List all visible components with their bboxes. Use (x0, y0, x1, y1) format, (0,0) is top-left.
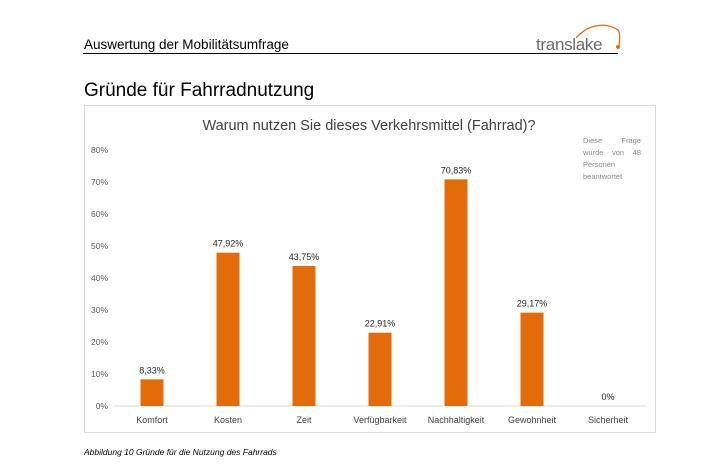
figure-caption: Abbildung 10 Gründe für die Nutzung des … (84, 447, 277, 457)
y-tick-label: 0% (96, 401, 109, 411)
data-label: 47,92% (213, 239, 244, 249)
bar (140, 379, 164, 406)
category-label: Verfügbarkeit (353, 415, 407, 425)
data-label: 22,91% (365, 319, 396, 329)
category-label: Zeit (296, 415, 312, 425)
header-rule (83, 53, 618, 54)
chart-frame (84, 105, 656, 433)
data-label: 0% (601, 392, 614, 402)
category-label: Nachhaltigkeit (428, 415, 485, 425)
category-label: Kosten (214, 415, 242, 425)
y-tick-label: 50% (91, 241, 108, 251)
category-label: Komfort (136, 415, 168, 425)
data-label: 8,33% (139, 365, 165, 375)
respondent-note: Diese Frage wurde von 48 Personen beantw… (583, 136, 641, 181)
category-label: Sicherheit (588, 415, 629, 425)
bar (292, 266, 316, 406)
logo-arc-icon (575, 24, 621, 49)
y-tick-label: 30% (91, 305, 108, 315)
category-label: Gewohnheit (508, 415, 557, 425)
bar (520, 312, 544, 406)
y-tick-label: 40% (91, 273, 108, 283)
y-tick-label: 60% (91, 209, 108, 219)
bar (444, 179, 468, 406)
bar (368, 332, 392, 406)
logo-text: translake (536, 35, 603, 54)
data-label: 43,75% (289, 252, 320, 262)
page-header-title: Auswertung der Mobilitätsumfrage (84, 37, 289, 52)
y-tick-label: 70% (91, 177, 108, 187)
section-title: Gründe für Fahrradnutzung (84, 80, 315, 101)
y-tick-label: 80% (91, 145, 108, 155)
data-label: 29,17% (517, 299, 548, 309)
brand-logo: translake (536, 22, 622, 56)
y-tick-label: 20% (91, 337, 108, 347)
chart-title: Warum nutzen Sie dieses Verkehrsmittel (… (202, 118, 536, 134)
bar (216, 252, 240, 406)
y-tick-label: 10% (91, 369, 108, 379)
data-label: 70,83% (441, 165, 472, 175)
